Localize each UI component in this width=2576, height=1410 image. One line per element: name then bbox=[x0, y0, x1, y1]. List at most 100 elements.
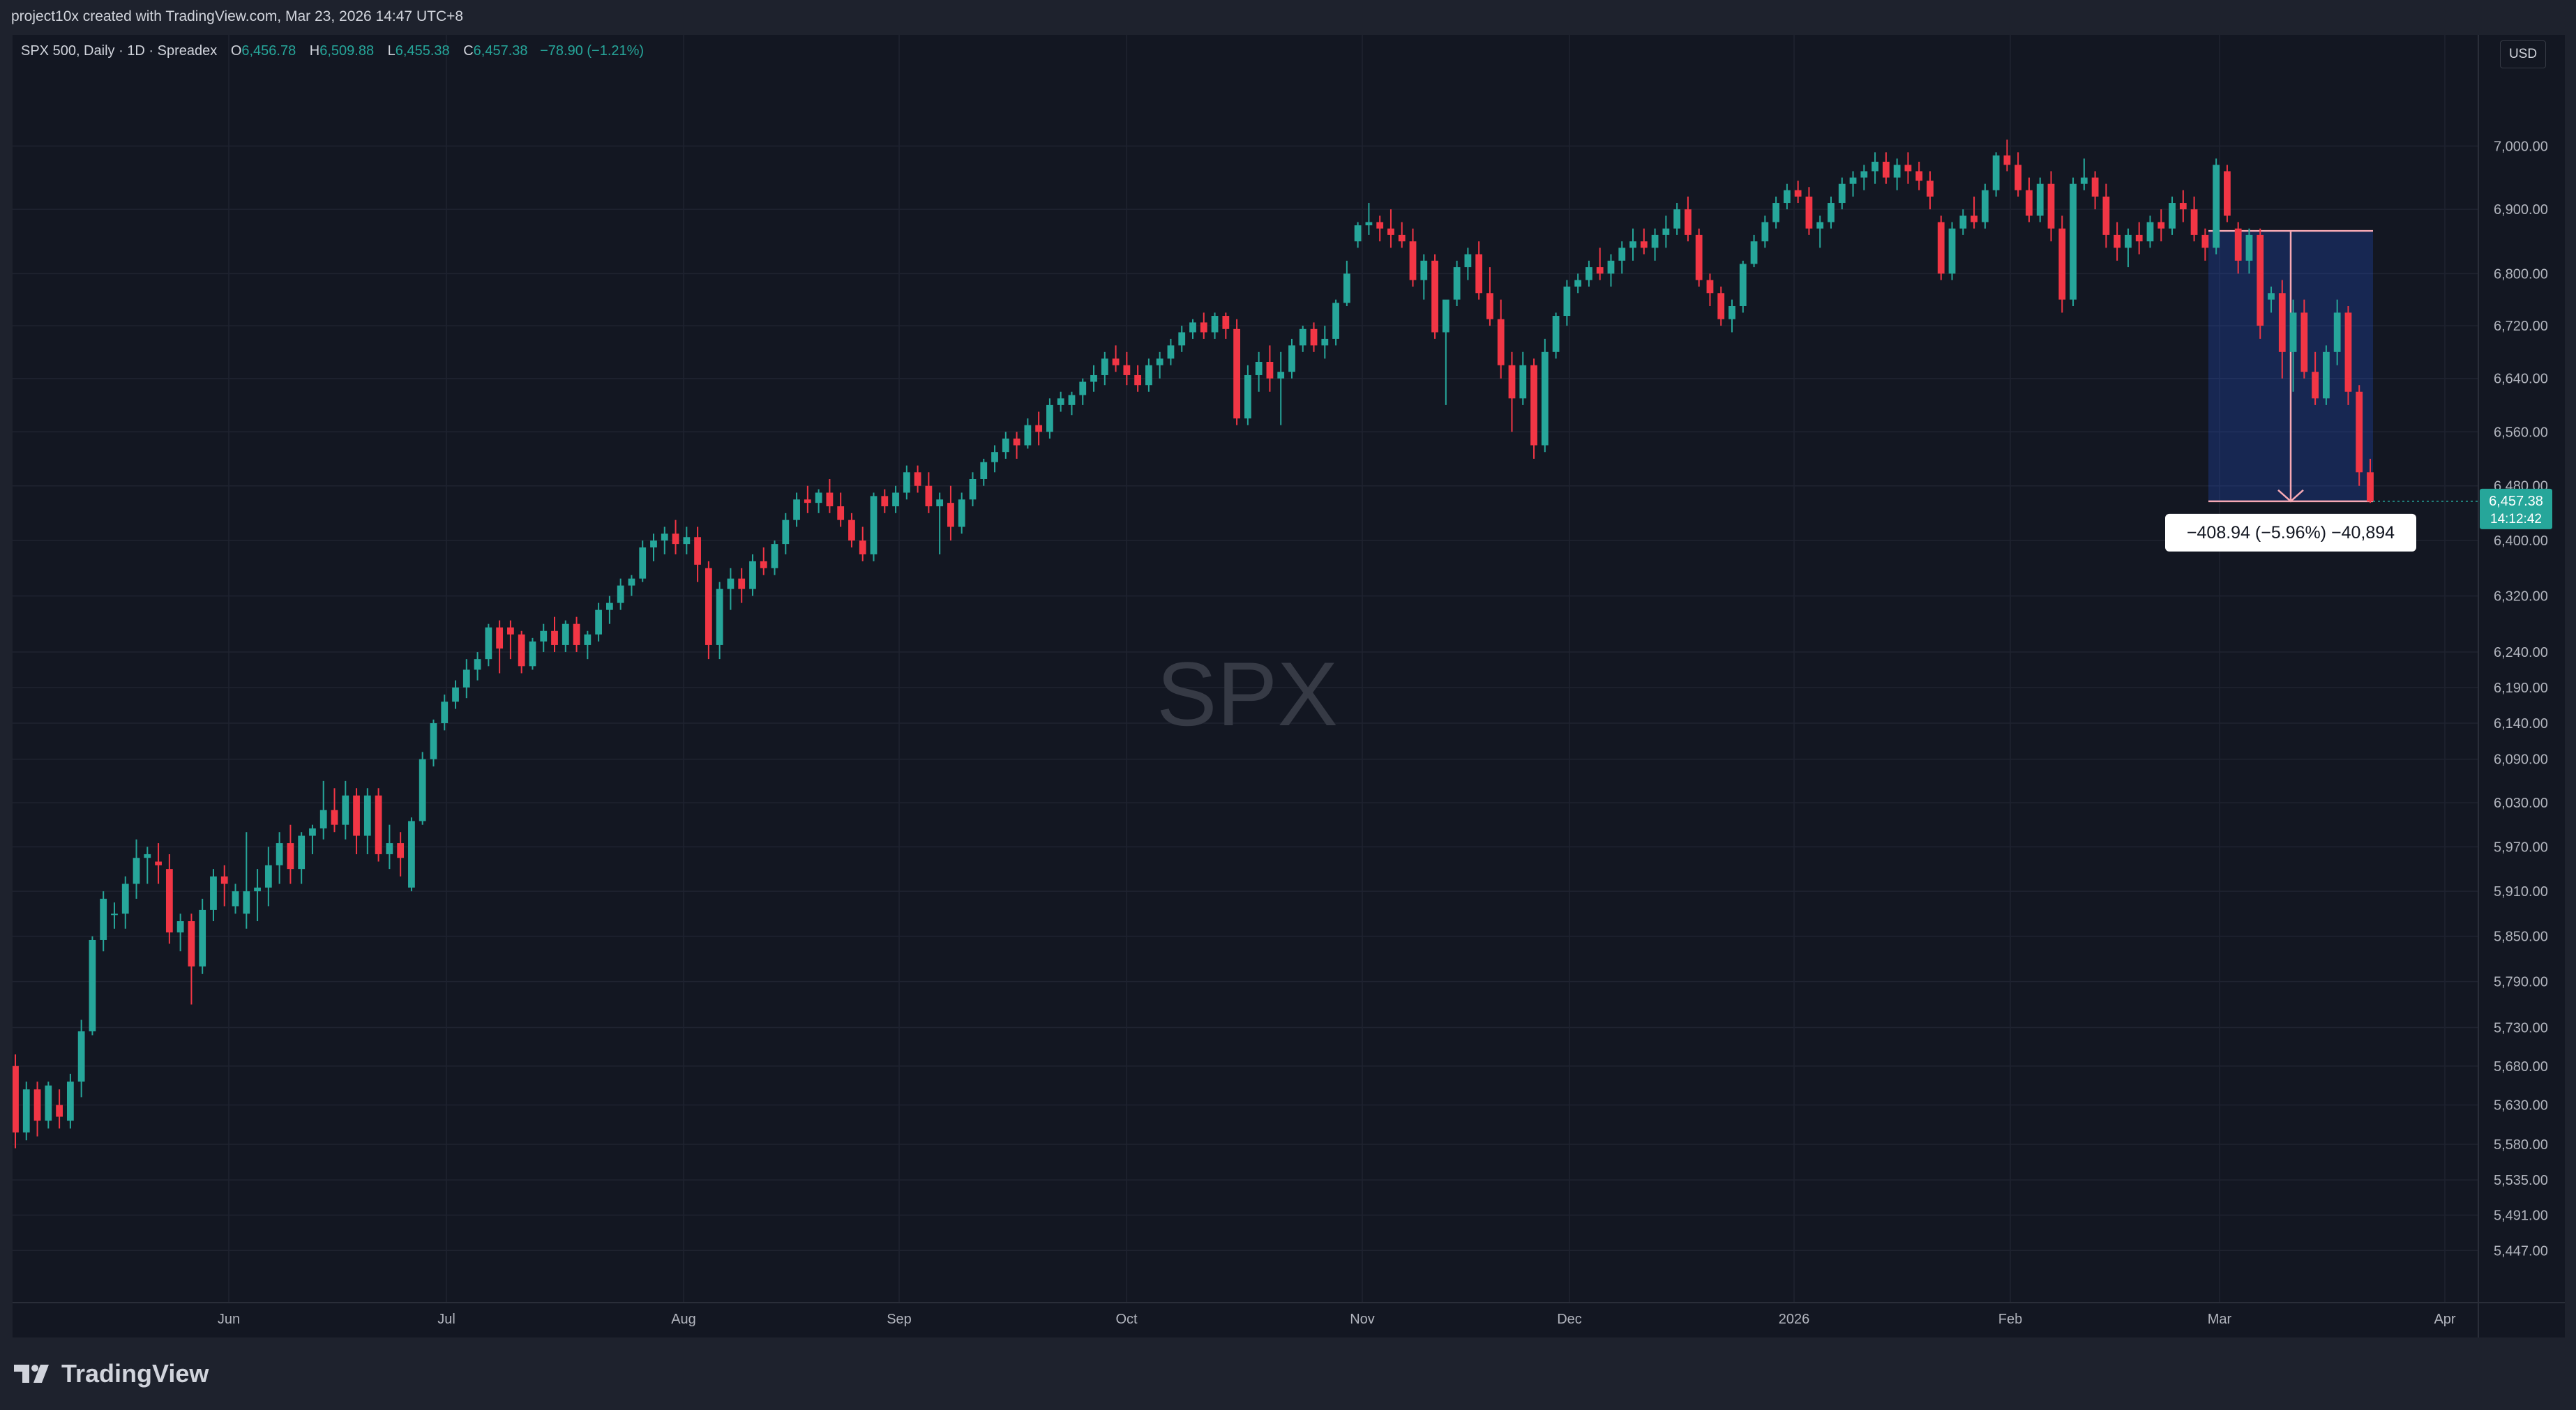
candle bbox=[925, 472, 933, 513]
candle-body bbox=[1959, 215, 1967, 229]
candle-body bbox=[595, 609, 603, 635]
candle bbox=[1035, 411, 1043, 446]
candle-body bbox=[1915, 171, 1923, 181]
candle-body bbox=[2157, 222, 2165, 229]
candle bbox=[1783, 183, 1791, 210]
candle bbox=[155, 843, 162, 884]
time-tick-label: Aug bbox=[671, 1312, 696, 1327]
candle bbox=[1805, 187, 1813, 235]
candle-body bbox=[2036, 183, 2044, 216]
candle bbox=[1695, 228, 1703, 287]
candle-body bbox=[199, 909, 206, 966]
candle bbox=[694, 526, 701, 582]
candle bbox=[1816, 215, 1824, 248]
candle-body bbox=[2058, 228, 2066, 300]
candle-body bbox=[2333, 312, 2341, 352]
price-tick-label: 6,400.00 bbox=[2494, 533, 2548, 549]
candle bbox=[1706, 273, 1714, 306]
candle bbox=[45, 1082, 52, 1129]
candle-body bbox=[1156, 358, 1163, 365]
candle bbox=[1971, 196, 1978, 229]
candle bbox=[1761, 215, 1769, 248]
candle-body bbox=[2213, 165, 2220, 248]
candle bbox=[2146, 215, 2154, 248]
candle-body bbox=[298, 835, 306, 870]
candle-body bbox=[661, 533, 668, 541]
price-chart-svg[interactable]: SPX 7,000.00 6,900.00 6,800.00 6,720.00 6,64… bbox=[13, 35, 2565, 1337]
candle-body bbox=[1585, 267, 1592, 280]
candle-body bbox=[1013, 438, 1020, 446]
candle bbox=[2356, 385, 2363, 486]
candle bbox=[1685, 196, 1692, 242]
candle bbox=[496, 620, 504, 674]
candle-body bbox=[2179, 203, 2187, 210]
candle bbox=[661, 526, 668, 554]
candle-body bbox=[462, 669, 470, 688]
price-tick-label: 5,730.00 bbox=[2494, 1020, 2548, 1036]
candle bbox=[1849, 171, 1857, 197]
grid-lines bbox=[13, 35, 2478, 1303]
overlay: −408.94 (−5.96%) −40,894 6,457.38 14:12:42 bbox=[2165, 488, 2552, 552]
candle bbox=[1464, 248, 1472, 280]
candle bbox=[1475, 241, 1483, 300]
candle bbox=[22, 1082, 30, 1141]
candle bbox=[276, 832, 283, 884]
candle bbox=[121, 876, 129, 929]
candle bbox=[1123, 351, 1131, 386]
candle-body bbox=[2201, 234, 2209, 248]
candle bbox=[881, 489, 889, 513]
candle bbox=[760, 547, 767, 575]
candle-body bbox=[1211, 316, 1219, 333]
candle-body bbox=[452, 687, 459, 702]
candle-body bbox=[1354, 225, 1362, 242]
candle-body bbox=[573, 623, 580, 645]
price-tick-label: 6,320.00 bbox=[2494, 589, 2548, 605]
candle bbox=[56, 1089, 63, 1129]
candle-body bbox=[760, 561, 767, 568]
candle bbox=[2344, 305, 2352, 405]
candle-body bbox=[1442, 299, 1449, 333]
candle bbox=[815, 489, 822, 513]
candle bbox=[2300, 299, 2308, 379]
candle bbox=[33, 1082, 41, 1137]
candle-body bbox=[2080, 177, 2088, 184]
price-tick-label: 6,140.00 bbox=[2494, 716, 2548, 731]
candle bbox=[1607, 254, 1615, 287]
candle bbox=[111, 902, 118, 929]
candle-body bbox=[1651, 234, 1659, 248]
tradingview-logo[interactable]: TradingView bbox=[14, 1358, 209, 1389]
candle-body bbox=[13, 1066, 19, 1132]
candle-body bbox=[1244, 374, 1251, 419]
candle bbox=[264, 847, 272, 907]
candle-body bbox=[2091, 177, 2099, 197]
candle bbox=[1915, 161, 1923, 190]
candle-body bbox=[1343, 273, 1350, 303]
candle bbox=[176, 914, 184, 952]
candle-body bbox=[903, 472, 910, 493]
tradingview-brand: TradingView bbox=[61, 1359, 209, 1388]
candle bbox=[1739, 260, 1747, 313]
candle-body bbox=[1222, 316, 1230, 329]
candle-body bbox=[1134, 374, 1142, 386]
candle-body bbox=[2300, 312, 2308, 372]
candle bbox=[584, 630, 592, 660]
candle bbox=[936, 492, 944, 554]
candle-body bbox=[650, 540, 657, 548]
candle bbox=[441, 695, 449, 731]
candle-body bbox=[309, 828, 316, 836]
symbol-legend: SPX 500, Daily · 1D · Spreadex O6,456.78… bbox=[21, 43, 644, 59]
price-tick-label: 6,720.00 bbox=[2494, 319, 2548, 334]
price-tick-label: 6,190.00 bbox=[2494, 681, 2548, 696]
candle bbox=[749, 554, 756, 596]
currency-button[interactable]: USD bbox=[2500, 40, 2546, 68]
chart-area[interactable]: SPX 7,000.00 6,900.00 6,800.00 6,720.00 6,64… bbox=[13, 35, 2565, 1337]
candle bbox=[210, 869, 217, 922]
candle-body bbox=[1717, 293, 1725, 319]
candle bbox=[1838, 177, 1846, 210]
candle-body bbox=[936, 499, 944, 507]
candle-body bbox=[243, 891, 250, 914]
candle-body bbox=[771, 544, 778, 568]
low-value: 6,455.38 bbox=[395, 43, 450, 59]
measure-label-text: −408.94 (−5.96%) −40,894 bbox=[2187, 523, 2395, 543]
candle bbox=[1134, 365, 1142, 392]
